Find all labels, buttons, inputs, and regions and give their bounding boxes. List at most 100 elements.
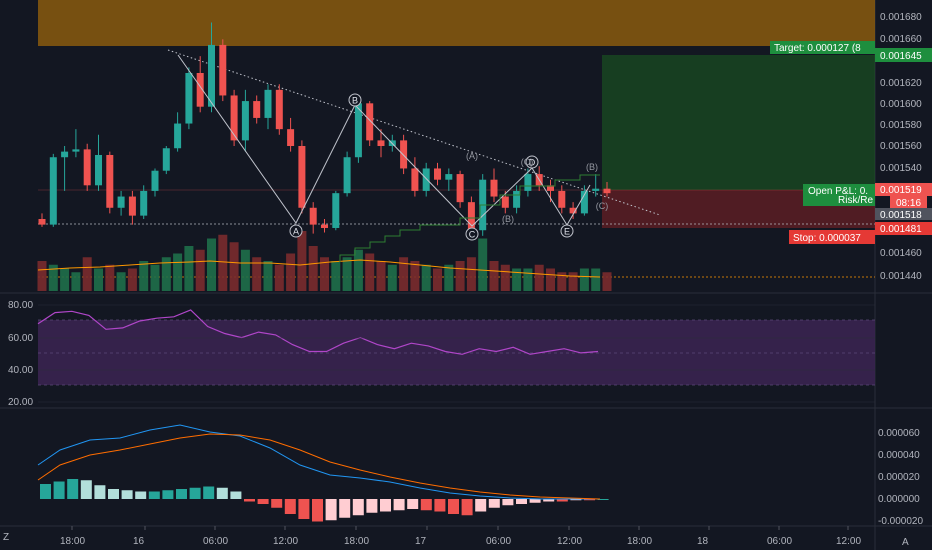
macd-line [37, 424, 600, 500]
candle[interactable] [162, 148, 170, 171]
macd-bar [543, 499, 555, 502]
candle[interactable] [106, 154, 114, 208]
candle[interactable] [434, 168, 441, 180]
last-price-label: 0.001519 [880, 185, 922, 196]
volume-bars [37, 231, 612, 291]
time-tick: 16 [133, 536, 145, 547]
trendline[interactable] [167, 49, 661, 216]
target-price-tag [875, 48, 932, 62]
volume-bar [534, 264, 544, 291]
candle[interactable] [83, 149, 91, 186]
volume-bar [478, 238, 488, 291]
macd-bar [597, 499, 609, 500]
volume-bar [399, 257, 409, 291]
candles[interactable] [38, 22, 611, 236]
candle[interactable] [241, 101, 249, 141]
candle[interactable] [287, 129, 295, 146]
candle[interactable] [456, 174, 464, 203]
rsi-axis[interactable]: 80.00 60.00 40.00 20.00 [8, 300, 875, 408]
candle[interactable] [174, 123, 182, 149]
candle[interactable] [524, 174, 532, 191]
rsi-line [37, 309, 599, 355]
candle[interactable] [49, 157, 57, 225]
target-zone[interactable] [602, 55, 875, 190]
candle[interactable] [343, 157, 351, 194]
open-pnl-label: Open P&L: 0. [808, 186, 868, 197]
candle[interactable] [411, 168, 419, 191]
macd-bar [298, 499, 310, 519]
volume-bar [207, 238, 216, 291]
candle[interactable] [467, 202, 475, 231]
last-price-tag [875, 183, 932, 196]
candle[interactable] [38, 219, 46, 225]
candle[interactable] [72, 149, 80, 152]
wave-marker [465, 227, 479, 241]
candle[interactable] [275, 89, 283, 130]
stop-price-tag [875, 222, 932, 235]
candle[interactable] [208, 44, 215, 107]
macd-bar [80, 480, 92, 499]
macd-bar [516, 499, 527, 504]
auto-scale-letter[interactable]: A [902, 537, 909, 548]
volume-bar [353, 249, 363, 291]
price-tick: 0.001560 [880, 141, 922, 152]
candle[interactable] [377, 140, 385, 146]
candle[interactable] [592, 188, 600, 191]
candle[interactable] [253, 101, 261, 118]
candle[interactable] [61, 151, 69, 158]
candle[interactable] [196, 73, 204, 107]
candle[interactable] [490, 179, 498, 197]
candle[interactable] [603, 188, 611, 194]
candle[interactable] [422, 168, 430, 191]
candle[interactable] [264, 89, 272, 118]
candle[interactable] [185, 73, 193, 124]
open-pnl-tag[interactable] [803, 184, 875, 206]
candle[interactable] [366, 103, 374, 141]
candle[interactable] [558, 190, 566, 208]
candle[interactable] [513, 190, 521, 208]
volume-bar [48, 264, 58, 291]
candle[interactable] [95, 154, 102, 186]
macd-bar [488, 499, 500, 508]
candle[interactable] [354, 103, 362, 158]
timezone-letter[interactable]: Z [3, 532, 9, 543]
wave-marker [348, 93, 362, 107]
target-tag[interactable] [770, 41, 875, 54]
volume-bar [195, 249, 205, 291]
time-tick: 06:00 [486, 536, 511, 547]
price-tick: 0.001660 [880, 34, 922, 45]
candle[interactable] [445, 174, 453, 180]
macd-bar [67, 479, 79, 499]
macd-bar [284, 499, 296, 514]
countdown-tag [890, 196, 927, 208]
candle[interactable] [501, 196, 509, 208]
candle[interactable] [309, 207, 317, 225]
candle[interactable] [547, 185, 554, 191]
candle[interactable] [321, 224, 328, 228]
time-tick: 12:00 [273, 536, 298, 547]
candle[interactable] [140, 190, 148, 216]
macd-bar [339, 499, 351, 518]
macd-axis[interactable]: 0.000060 0.000040 0.000020 0.000000 -0.00002… [878, 428, 923, 527]
candle[interactable] [580, 190, 588, 214]
candle[interactable] [569, 207, 577, 214]
candle[interactable] [128, 196, 136, 216]
volume-bar [105, 264, 115, 291]
candle[interactable] [400, 140, 408, 169]
candle[interactable] [151, 170, 159, 191]
price-tick: 0.001620 [880, 78, 922, 89]
candle[interactable] [230, 95, 238, 141]
volume-bar [512, 268, 522, 291]
volume-bar [150, 264, 160, 291]
time-axis[interactable]: 18:00 16 06:00 12:00 18:00 17 06:00 12:00 18:00 1… [60, 526, 861, 547]
candle[interactable] [298, 146, 306, 208]
countdown-label: 08:16 [896, 198, 921, 209]
candle[interactable] [117, 196, 125, 208]
wave-marker-label: E [564, 227, 570, 237]
candle[interactable] [219, 44, 227, 96]
candle[interactable] [332, 193, 340, 228]
stop-tag[interactable] [789, 230, 875, 244]
time-tick: 18 [697, 536, 709, 547]
